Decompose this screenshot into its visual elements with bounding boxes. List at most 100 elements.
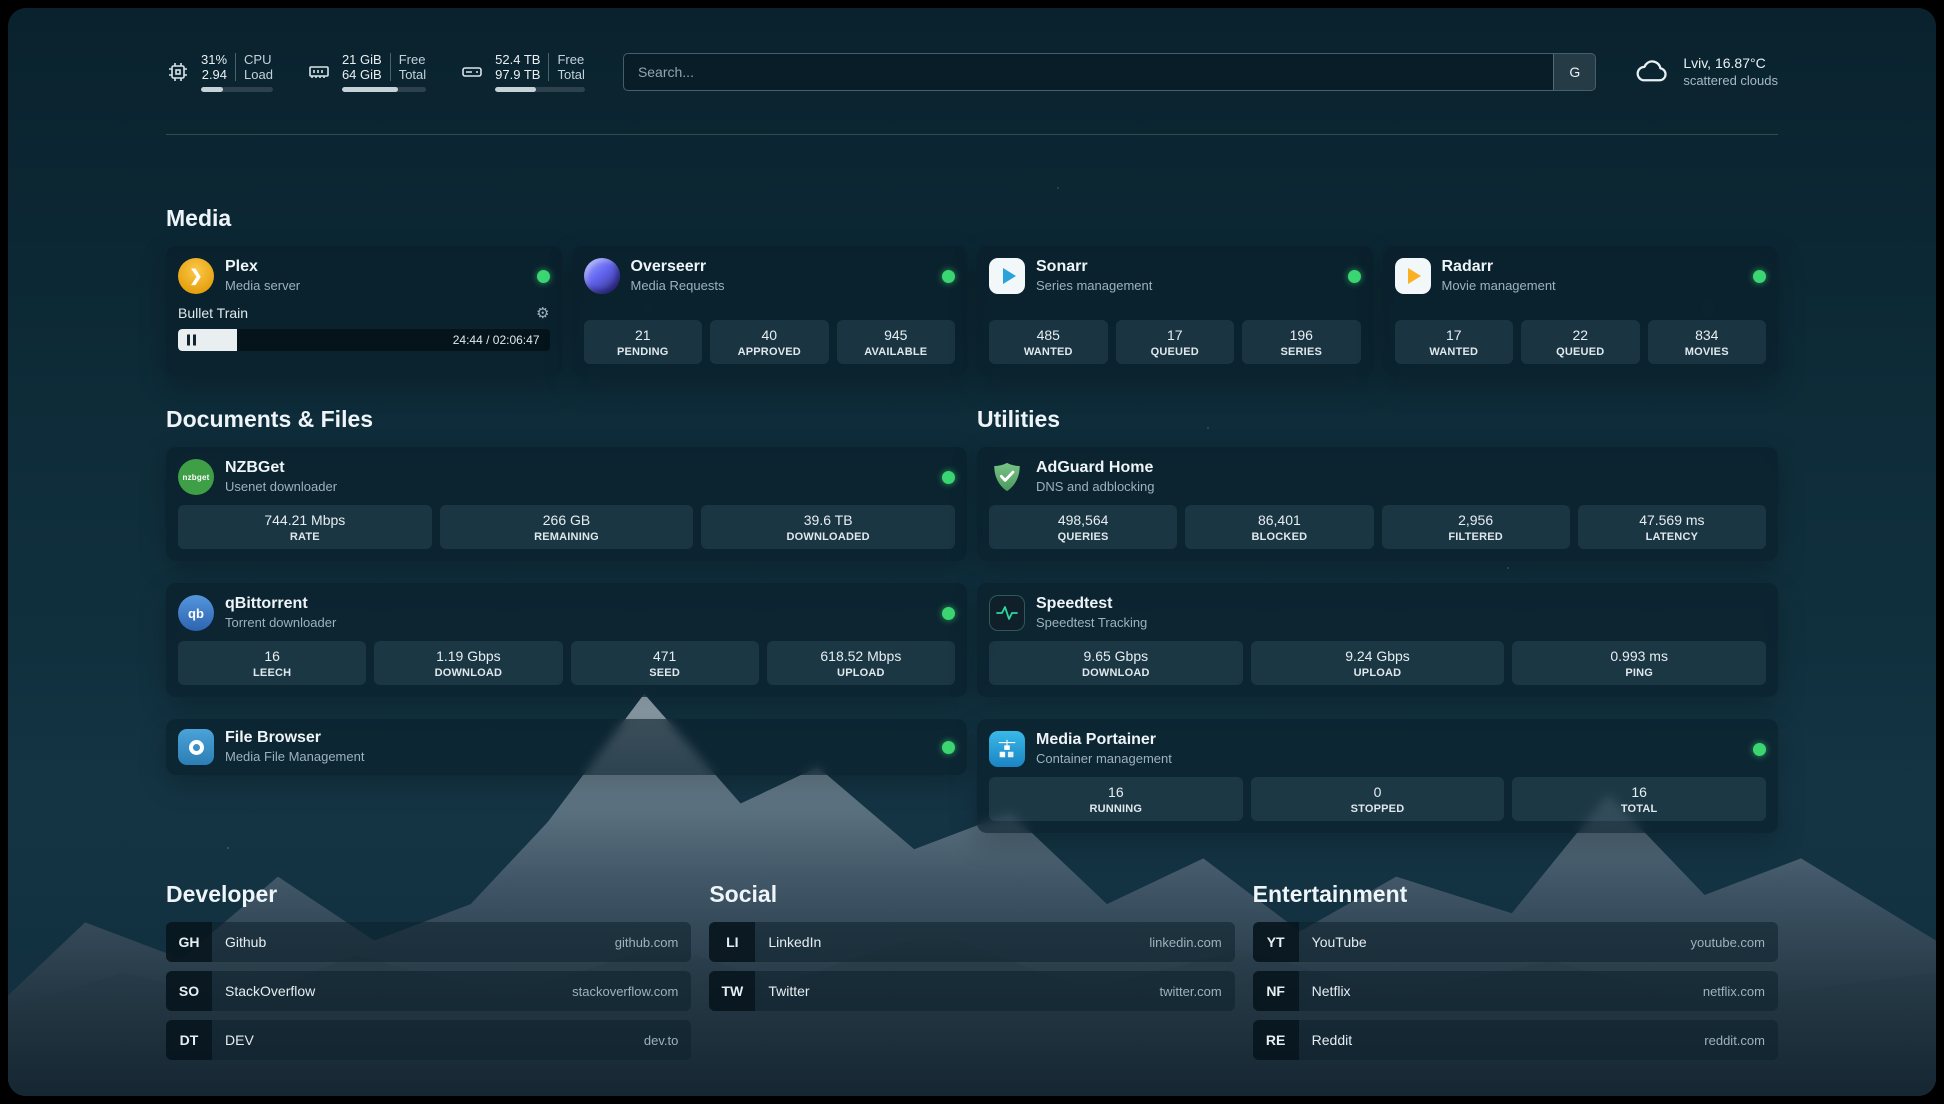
app-card-nzbget[interactable]: nzbget NZBGet Usenet downloader 744.21 M…: [166, 447, 967, 561]
divider: [389, 53, 391, 81]
bookmark-reddit[interactable]: RE Reddit reddit.com: [1252, 1020, 1778, 1060]
bookmark-youtube[interactable]: YT YouTube youtube.com: [1252, 922, 1778, 962]
memory-monitor: 21 GiB 64 GiB Free Total: [307, 52, 427, 92]
section-title-documents: Documents & Files: [166, 406, 374, 432]
app-card-filebrowser[interactable]: File Browser Media File Management: [166, 719, 967, 775]
pause-icon[interactable]: [187, 334, 196, 346]
radarr-icon: [1394, 258, 1431, 294]
bookmark-twitter[interactable]: TW Twitter twitter.com: [709, 971, 1235, 1011]
stat-available: 945 AVAILABLE: [836, 320, 955, 364]
bookmark-domain: youtube.com: [1690, 934, 1765, 950]
cpu-load-label: Load: [244, 67, 273, 82]
app-card-plex[interactable]: ❯ Plex Media server Bullet Train ⚙: [166, 246, 562, 376]
bookmark-name: Netflix: [1311, 983, 1351, 999]
app-name: AdGuard Home: [1036, 459, 1154, 477]
app-subtitle: Media server: [225, 278, 301, 294]
bookmark-name: Reddit: [1311, 1032, 1353, 1048]
app-name: Media Portainer: [1036, 731, 1157, 749]
section-title-social: Social: [709, 881, 778, 907]
bookmark-domain: stackoverflow.com: [572, 983, 679, 999]
stat-download: 1.19 Gbps DOWNLOAD: [374, 641, 563, 685]
cpu-usage-bar: [201, 87, 273, 92]
app-card-speedtest[interactable]: Speedtest Speedtest Tracking 9.65 Gbps DO…: [977, 583, 1778, 697]
playback-progress-fill: [178, 329, 238, 351]
app-card-portainer[interactable]: Media Portainer Container management 16 R…: [977, 719, 1778, 833]
storage-icon: [462, 67, 482, 77]
dev-icon: DT: [166, 1020, 212, 1060]
settings-gear-icon[interactable]: ⚙: [536, 305, 550, 322]
stat-rate: 744.21 Mbps RATE: [178, 505, 432, 549]
speedtest-icon: [989, 595, 1025, 631]
divider: [235, 53, 237, 81]
bookmark-name: YouTube: [1311, 934, 1367, 950]
dashboard-window: 31% 2.94 CPU Load: [8, 8, 1936, 1096]
section-documents: Documents & Files nzbget NZBGet Usenet d…: [166, 406, 967, 833]
app-name: Plex: [225, 258, 258, 276]
section-title-utilities: Utilities: [977, 406, 1061, 432]
app-card-adguard[interactable]: AdGuard Home DNS and adblocking 498,564 Q…: [977, 447, 1778, 561]
stackoverflow-icon: SO: [166, 971, 212, 1011]
stat-leech: 16 LEECH: [178, 641, 367, 685]
cloud-icon: [1636, 60, 1667, 82]
section-utilities: Utilities AdGuard Home DNS and: [977, 406, 1778, 833]
stat-total: 16 TOTAL: [1512, 777, 1766, 821]
divider: [548, 53, 550, 81]
bookmark-netflix[interactable]: NF Netflix netflix.com: [1252, 971, 1778, 1011]
app-subtitle: DNS and adblocking: [1036, 479, 1155, 495]
youtube-icon: YT: [1252, 922, 1299, 962]
stat-ping: 0.993 ms PING: [1512, 641, 1766, 685]
memory-icon: [309, 66, 329, 78]
header-bar: 31% 2.94 CPU Load: [166, 44, 1778, 100]
app-subtitle: Series management: [1036, 278, 1153, 294]
stat-latency: 47.569 ms LATENCY: [1577, 505, 1766, 549]
app-name: File Browser: [225, 729, 322, 747]
storage-free-value: 52.4 TB: [495, 52, 541, 67]
search-bar[interactable]: G: [622, 53, 1597, 91]
app-subtitle: Usenet downloader: [225, 479, 338, 495]
bookmark-name: StackOverflow: [225, 983, 316, 999]
bookmark-dev[interactable]: DT DEV dev.to: [166, 1020, 692, 1060]
app-card-qbittorrent[interactable]: qb qBittorrent Torrent downloader 16 LEEC…: [166, 583, 967, 697]
status-dot: [942, 606, 955, 620]
stat-wanted: 485 WANTED: [989, 320, 1108, 364]
filebrowser-icon: [178, 729, 214, 765]
bookmark-domain: twitter.com: [1159, 983, 1222, 999]
bookmark-domain: dev.to: [643, 1032, 679, 1048]
search-engine-button[interactable]: G: [1553, 54, 1596, 90]
status-dot: [942, 269, 955, 283]
memory-usage-fill: [341, 87, 399, 92]
status-dot: [1347, 269, 1361, 283]
app-card-overseerr[interactable]: Overseerr Media Requests 21 PENDING 40 APP…: [571, 246, 967, 376]
app-card-radarr[interactable]: Radarr Movie management 17 WANTED 22 QUEUE…: [1382, 246, 1778, 376]
bookmark-github[interactable]: GH Github github.com: [166, 922, 692, 962]
status-dot: [942, 740, 955, 754]
bookmark-domain: reddit.com: [1704, 1032, 1765, 1048]
stat-upload: 9.24 Gbps UPLOAD: [1250, 641, 1505, 685]
playback-seekbar[interactable]: 24:44 / 02:06:47: [178, 329, 550, 351]
bookmark-stackoverflow[interactable]: SO StackOverflow stackoverflow.com: [166, 971, 692, 1011]
bookmark-domain: linkedin.com: [1149, 934, 1222, 950]
bookmark-name: LinkedIn: [768, 934, 822, 950]
stat-queued: 17 QUEUED: [1115, 320, 1234, 364]
reddit-icon: RE: [1252, 1020, 1299, 1060]
app-subtitle: Torrent downloader: [225, 615, 337, 631]
search-input[interactable]: [623, 54, 1554, 90]
weather-widget: Lviv, 16.87°C scattered clouds: [1634, 55, 1778, 89]
memory-total-label: Total: [398, 67, 427, 82]
weather-condition: scattered clouds: [1683, 73, 1778, 88]
section-title-developer: Developer: [166, 881, 278, 907]
storage-usage-fill: [495, 87, 537, 92]
cpu-monitor: 31% 2.94 CPU Load: [166, 52, 273, 92]
dashboard-content: 31% 2.94 CPU Load: [166, 8, 1778, 1069]
bookmark-linkedin[interactable]: LI LinkedIn linkedin.com: [709, 922, 1235, 962]
app-name: Radarr: [1441, 258, 1494, 276]
app-card-sonarr[interactable]: Sonarr Series management 485 WANTED 17 QUE…: [977, 246, 1373, 376]
section-media: Media ❯ Plex Media server Bullet Train ⚙: [166, 205, 1778, 376]
stat-blocked: 86,401 BLOCKED: [1185, 505, 1374, 549]
bookmark-domain: github.com: [614, 934, 679, 950]
status-dot: [536, 269, 550, 283]
bookmark-name: Twitter: [768, 983, 810, 999]
status-dot: [1753, 742, 1766, 756]
system-monitors: 31% 2.94 CPU Load: [166, 52, 585, 92]
storage-monitor: 52.4 TB 97.9 TB Free Total: [460, 52, 585, 92]
